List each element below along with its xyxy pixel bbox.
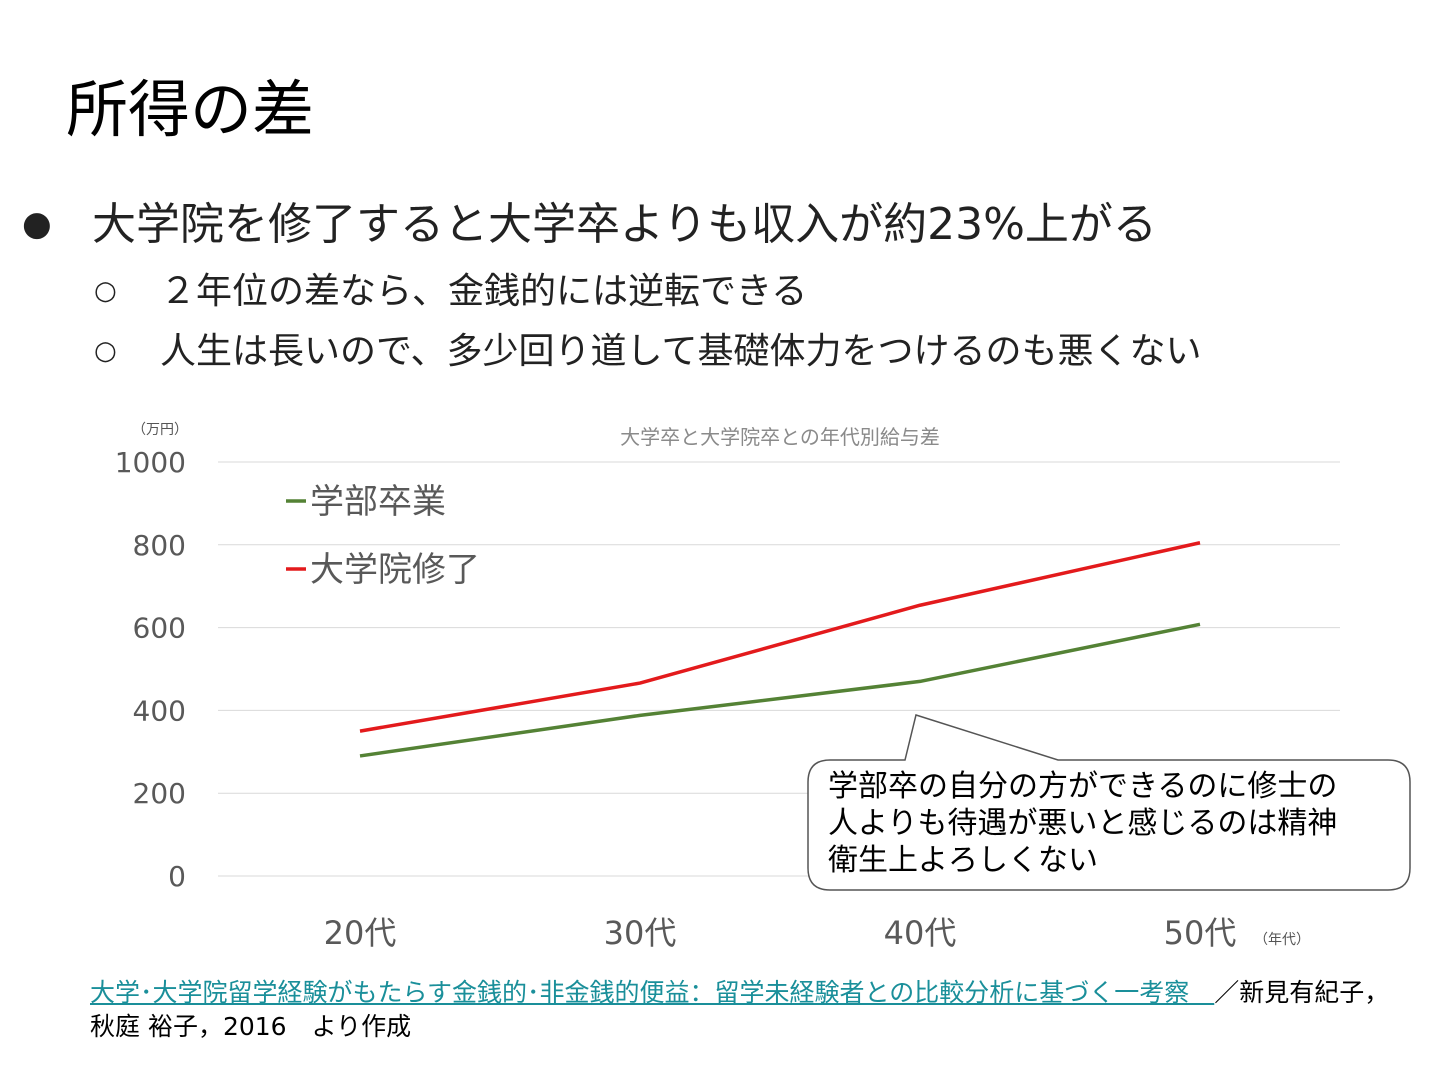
series-line <box>359 541 1201 733</box>
callout-line: 学部卒の自分の方ができるのに修士の <box>828 769 1338 804</box>
circle-bullet-icon: ○ <box>94 336 117 366</box>
y-tick-label: 1000 <box>115 446 186 479</box>
y-tick-label: 400 <box>133 694 186 727</box>
source-authors: ／新見有紀子，秋庭 裕子，2016 より作成 <box>90 978 1390 1041</box>
x-tick-label: 20代 <box>324 914 397 952</box>
sub-bullet-text: 人生は長いので、多少回り道して基礎体力をつけるのも悪くない <box>160 331 1202 372</box>
y-tick-label: 0 <box>168 860 186 893</box>
series-line <box>359 622 1201 758</box>
bullet-icon: ● <box>22 204 52 244</box>
callout-text: 学部卒の自分の方ができるのに修士の 人よりも待遇が悪いと感じるのは精神 衛生上よ… <box>808 760 1388 888</box>
y-axis-label: （万円） <box>132 422 188 438</box>
y-tick-label: 200 <box>133 777 186 810</box>
page-title: 所得の差 <box>66 73 315 146</box>
legend-label: 大学院修了 <box>310 550 480 590</box>
circle-bullet-icon: ○ <box>94 276 117 306</box>
sub-bullet: ○ ２年位の差なら、金銭的には逆転できる <box>94 266 807 317</box>
x-axis-label: （年代） <box>1254 932 1310 948</box>
x-tick-label: 30代 <box>604 914 677 952</box>
callout-line: 人よりも待遇が悪いと感じるのは精神 <box>828 806 1338 841</box>
callout-line: 衛生上よろしくない <box>828 843 1098 878</box>
x-tick-label: 40代 <box>884 914 957 952</box>
x-tick-label: 50代 <box>1164 914 1237 952</box>
salary-line-chart: 大学卒と大学院卒との年代別給与差 （万円） （年代） 0 200 400 600 800… <box>115 422 1411 952</box>
main-bullet-text: 大学院を修了すると大学卒よりも収入が約23%上がる <box>92 199 1157 250</box>
main-bullet: ● 大学院を修了すると大学卒よりも収入が約23%上がる <box>22 192 1157 257</box>
source-link[interactable]: 大学･大学院留学経験がもたらす金銭的･非金銭的便益：留学未経験者との比較分析に基… <box>90 978 1215 1007</box>
sub-bullet-text: ２年位の差なら、金銭的には逆転できる <box>160 271 808 312</box>
y-tick-label: 600 <box>133 612 186 645</box>
chart-title: 大学卒と大学院卒との年代別給与差 <box>620 425 940 449</box>
y-tick-label: 800 <box>133 529 186 562</box>
legend-label: 学部卒業 <box>310 482 446 522</box>
sub-bullet: ○ 人生は長いので、多少回り道して基礎体力をつけるのも悪くない <box>94 326 1201 377</box>
callout-bubble <box>807 714 1411 891</box>
source-citation: 大学･大学院留学経験がもたらす金銭的･非金銭的便益：留学未経験者との比較分析に基… <box>90 976 1390 1044</box>
